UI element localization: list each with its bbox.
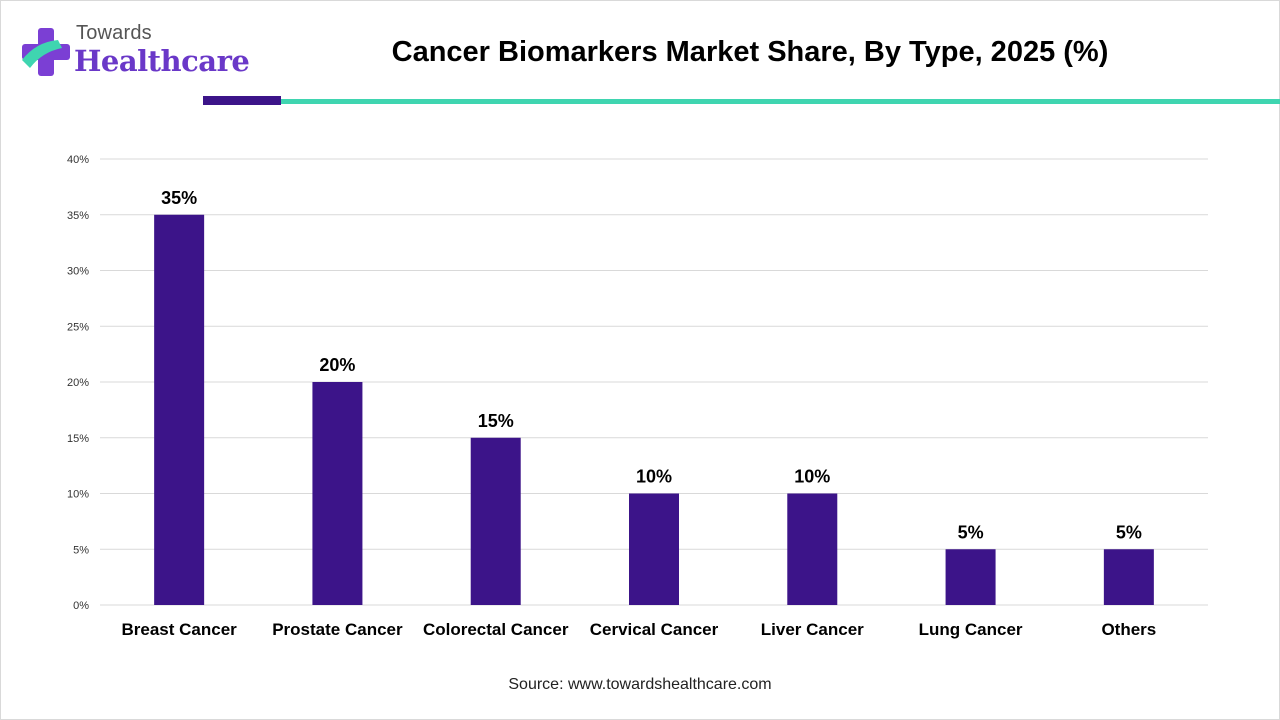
y-tick-label: 10% <box>67 489 89 501</box>
header-accent-teal <box>281 99 1280 104</box>
medical-cross-icon <box>22 28 70 76</box>
bar-chart: 0% 5% 10% 15% 20% 25% 30% 35% 40% 35% Breast Cance… <box>67 154 1208 639</box>
header-accent-purple <box>203 96 281 105</box>
bar <box>629 493 679 605</box>
y-tick-label: 30% <box>67 266 89 278</box>
bar <box>787 493 838 605</box>
y-tick-label: 5% <box>73 544 89 556</box>
x-tick-label: Breast Cancer <box>122 620 238 639</box>
y-tick-label: 25% <box>67 321 89 333</box>
brand-logo: Towards Healthcare <box>18 22 250 82</box>
y-tick-label: 15% <box>67 433 89 445</box>
brand-line2: Healthcare <box>74 44 250 78</box>
source-note: Source: www.towardshealthcare.com <box>508 676 772 693</box>
data-label: 5% <box>958 522 984 542</box>
bar <box>1103 549 1154 605</box>
data-label: 20% <box>319 355 355 375</box>
x-tick-label: Prostate Cancer <box>272 620 403 639</box>
data-label: 10% <box>794 467 830 487</box>
data-label: 15% <box>478 411 514 431</box>
data-label: 10% <box>636 467 672 487</box>
x-tick-label: Colorectal Cancer <box>423 620 569 639</box>
bar <box>470 437 521 605</box>
data-label: 35% <box>161 188 197 208</box>
y-tick-label: 40% <box>67 154 89 166</box>
x-tick-label: Liver Cancer <box>761 620 864 639</box>
x-tick-label: Lung Cancer <box>919 620 1023 639</box>
bar <box>312 382 363 605</box>
x-tick-label: Cervical Cancer <box>590 620 719 639</box>
x-tick-label: Others <box>1101 620 1156 639</box>
chart-title: Cancer Biomarkers Market Share, By Type,… <box>391 36 1109 68</box>
y-tick-label: 0% <box>73 600 89 612</box>
data-label: 5% <box>1116 522 1142 542</box>
bar <box>945 549 996 605</box>
y-tick-label: 35% <box>67 210 89 222</box>
brand-line1: Towards <box>76 22 152 44</box>
bar <box>154 214 205 605</box>
y-tick-label: 20% <box>67 377 89 389</box>
